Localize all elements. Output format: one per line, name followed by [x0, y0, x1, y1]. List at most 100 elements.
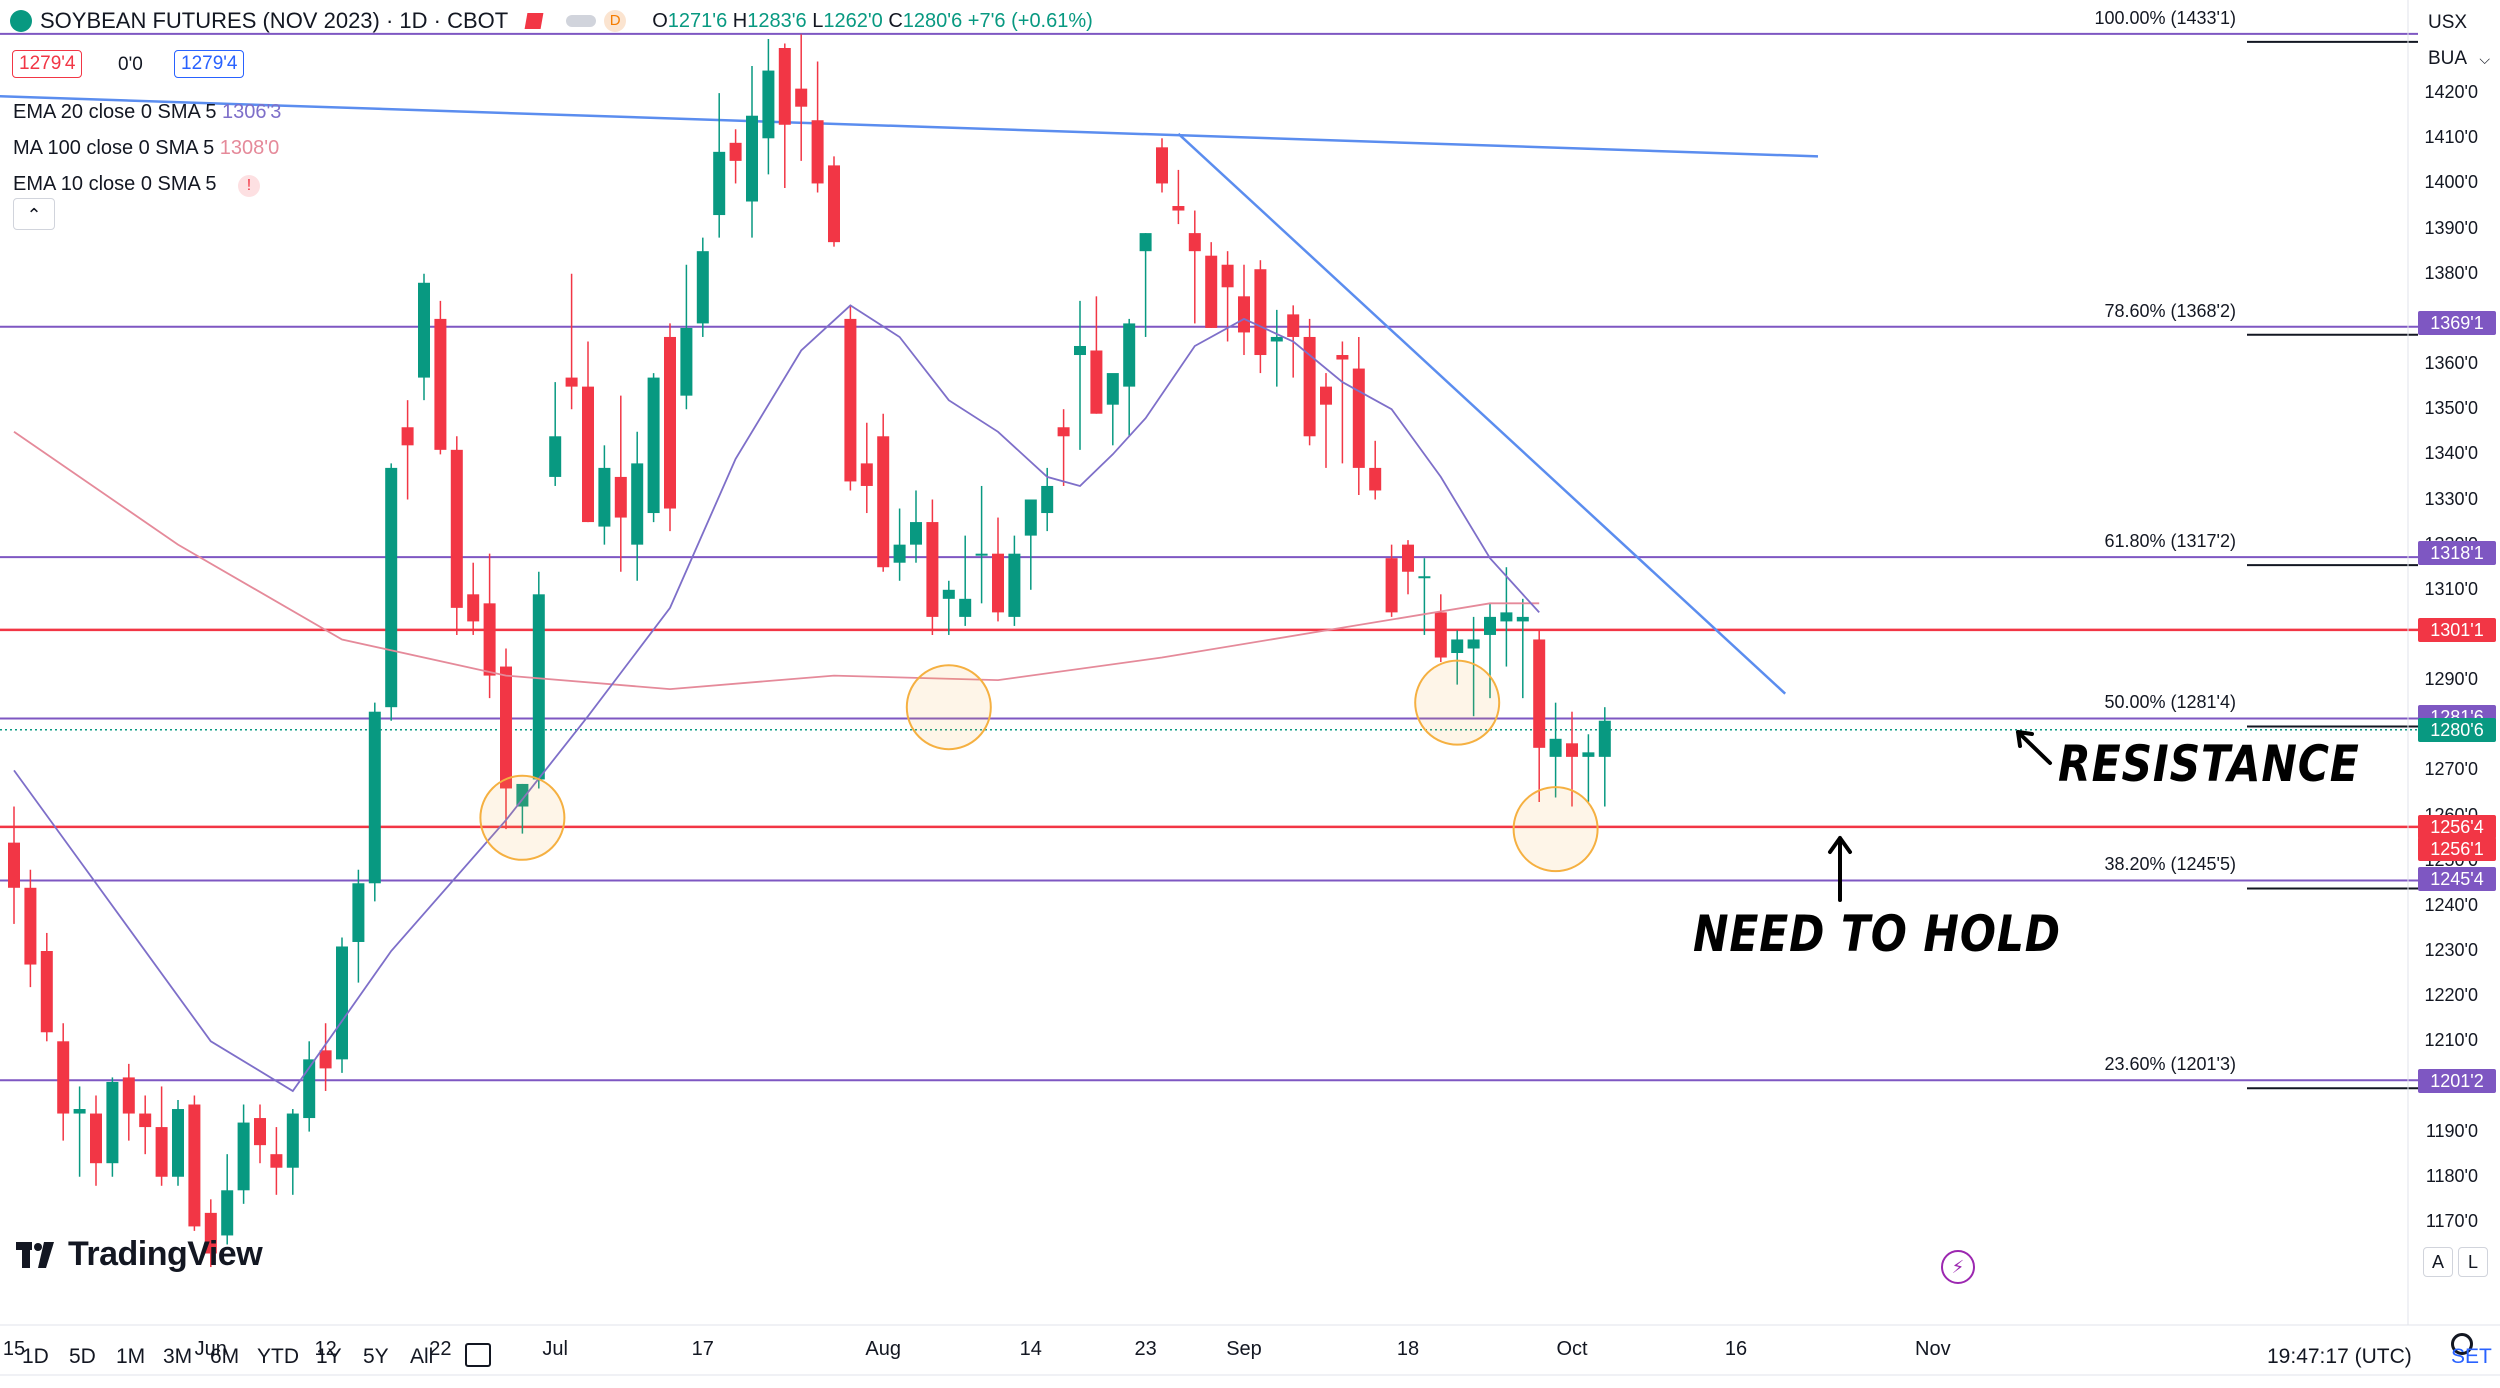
compare-range-icon[interactable]: [465, 1343, 491, 1367]
timeframe-button-1d[interactable]: 1D: [22, 1345, 49, 1368]
close-label: C: [888, 9, 903, 32]
candle-body: [24, 887, 37, 965]
candle-body: [434, 318, 447, 450]
candle-body: [1516, 616, 1529, 622]
price-tag: 1256'1: [2418, 837, 2496, 862]
chevron-up-icon: ⌃: [26, 205, 42, 225]
time-tick-label: 23: [1134, 1338, 1157, 1360]
candle-body: [647, 377, 660, 514]
candle-body: [1090, 350, 1103, 414]
candle-body: [729, 142, 742, 161]
timeframe-button-ytd[interactable]: YTD: [257, 1345, 299, 1368]
timeframe-button-5d[interactable]: 5D: [69, 1345, 96, 1368]
time-tick-label: 17: [691, 1338, 714, 1360]
indicator-ma100-value: 1308'0: [219, 137, 280, 159]
price-tick-label: 1390'0: [2424, 217, 2479, 238]
settlement-button[interactable]: SET: [2451, 1345, 2492, 1368]
sell-price-button[interactable]: 1279'4: [12, 50, 83, 78]
price-tick-label: 1180'0: [2425, 1165, 2478, 1186]
price-tick-label: 1420'0: [2424, 82, 2479, 103]
candle-body: [139, 1113, 152, 1128]
auto-scale-button[interactable]: A: [2423, 1247, 2453, 1277]
candle-body: [500, 666, 512, 789]
candle-body: [352, 883, 365, 942]
candle-body: [713, 151, 726, 216]
candle-body: [1156, 147, 1168, 184]
price-tag: 1369'1: [2418, 310, 2496, 335]
ema20-line: [13, 304, 1540, 1093]
low-label: L: [812, 9, 824, 32]
time-tick-label: Sep: [1226, 1338, 1262, 1360]
symbol-logo-icon: [10, 10, 32, 32]
candle-body: [516, 783, 529, 807]
candle-body: [385, 467, 398, 708]
time-tick-label: Oct: [1556, 1338, 1588, 1360]
candle-body: [614, 476, 627, 518]
time-tick-label: 14: [1019, 1338, 1042, 1360]
tradingview-logo[interactable]: TradingView: [16, 1235, 263, 1274]
indicator-ema10-warning-icon[interactable]: !: [238, 175, 260, 197]
candle-body: [746, 115, 758, 202]
lightning-icon[interactable]: ⚡︎: [1941, 1250, 1975, 1284]
timeframe-button-6m[interactable]: 6M: [210, 1345, 240, 1368]
collapse-legend-button[interactable]: ⌃: [13, 198, 55, 230]
price-tag: 1245'4: [2418, 866, 2496, 891]
candle-body: [1434, 612, 1447, 658]
candle-body: [467, 594, 480, 622]
timeframe-button-3m[interactable]: 3M: [163, 1345, 193, 1368]
buy-price-button[interactable]: 1279'4: [174, 50, 245, 78]
candle-body: [1074, 345, 1086, 356]
candle-body: [40, 951, 53, 1033]
fib-level-label: 38.20% (1245'5): [2104, 854, 2236, 875]
timeframe-button-1y[interactable]: 1Y: [316, 1345, 342, 1368]
candle-body: [877, 436, 890, 568]
highlight-circle: [1414, 659, 1501, 746]
candle-body: [336, 946, 348, 1060]
candle-body: [1385, 558, 1398, 613]
fib-level-label: 61.80% (1317'2): [2104, 531, 2236, 552]
candle-body: [450, 449, 463, 608]
candle-body: [90, 1113, 102, 1164]
timeframe-button-5y[interactable]: 5Y: [363, 1345, 389, 1368]
candle-body: [1254, 269, 1267, 356]
candle-body: [254, 1118, 266, 1146]
symbol-title[interactable]: SOYBEAN FUTURES (NOV 2023) · 1D · CBOT: [40, 8, 509, 33]
log-scale-button[interactable]: L: [2458, 1247, 2488, 1277]
candle-body: [1467, 639, 1480, 649]
candle-body: [237, 1122, 250, 1191]
price-tick-label: 1410'0: [2424, 127, 2479, 148]
clock-time[interactable]: 19:47:17 (UTC): [2267, 1345, 2412, 1368]
candle-body: [270, 1154, 283, 1168]
visibility-toggle-icon[interactable]: [566, 15, 597, 27]
currency-selector[interactable]: USX: [2428, 12, 2468, 33]
indicator-ema20[interactable]: EMA 20 close 0 SMA 5 1306'3: [13, 94, 281, 130]
timeframe-button-1m[interactable]: 1M: [116, 1345, 146, 1368]
indicator-ma100[interactable]: MA 100 close 0 SMA 5 1308'0: [13, 130, 281, 166]
gear-icon[interactable]: [2451, 1333, 2473, 1355]
candle-body: [926, 522, 939, 617]
indicator-ema10[interactable]: EMA 10 close 0 SMA 5 !: [13, 166, 281, 202]
unit-label: BUA: [2428, 48, 2467, 69]
price-tick-label: 1310'0: [2424, 578, 2479, 599]
high-value: 1283'6: [747, 9, 807, 32]
candle-body: [1238, 296, 1250, 333]
flag-icon[interactable]: [524, 13, 544, 29]
price-tick-label: 1220'0: [2424, 985, 2479, 1006]
price-tick-label: 1210'0: [2424, 1030, 2479, 1051]
candle-body: [1336, 355, 1349, 360]
price-tick-label: 1230'0: [2424, 940, 2479, 960]
timeframe-button-all[interactable]: All: [410, 1345, 434, 1368]
high-label: H: [732, 9, 748, 32]
indicator-ma100-name: MA 100 close 0 SMA 5: [13, 137, 215, 159]
delayed-badge: D: [604, 10, 627, 32]
highlight-circle: [1512, 786, 1599, 873]
candle-body: [188, 1104, 201, 1227]
highlight-circle: [905, 664, 992, 751]
change-value: +7'6 (+0.61%): [967, 9, 1093, 32]
candle-body: [1008, 553, 1021, 617]
candle-body: [1139, 233, 1152, 252]
spread-value: 0'0: [118, 54, 143, 75]
unit-selector[interactable]: BUA ⌵: [2428, 48, 2490, 70]
candle-body: [532, 594, 545, 780]
